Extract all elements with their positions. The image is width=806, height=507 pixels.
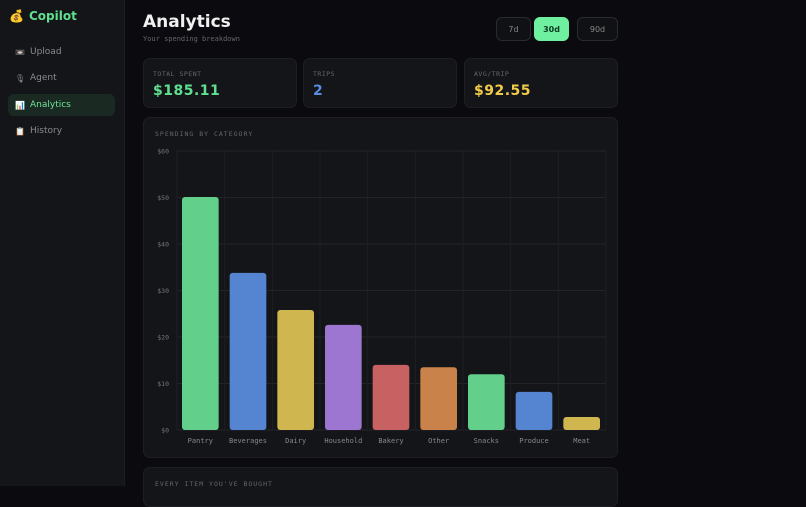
sidebar-item-agent[interactable]: 🎙 Agent: [8, 67, 115, 89]
x-tick-label: Bakery: [378, 437, 403, 445]
bar-meat: [563, 416, 600, 430]
sidebar-item-analytics[interactable]: 📊 Analytics: [8, 94, 115, 116]
x-tick-label: Dairy: [285, 437, 306, 445]
stat-value: $92.55: [474, 83, 532, 99]
microphone-icon: 🎙: [15, 73, 26, 83]
sidebar-item-label: History: [30, 126, 63, 136]
bar-household: [325, 324, 362, 430]
x-tick-label: Pantry: [188, 437, 213, 445]
bar-chart-icon: 📊: [15, 100, 25, 110]
items-card: EVERY ITEM YOU'VE BOUGHT: [143, 467, 618, 507]
bar-snacks: [468, 374, 505, 430]
items-section-title: EVERY ITEM YOU'VE BOUGHT: [155, 480, 273, 488]
sidebar-item-label: Upload: [30, 47, 62, 57]
sidebar-item-history[interactable]: 📋 History: [8, 120, 115, 142]
chart-title: SPENDING BY CATEGORY: [155, 130, 254, 138]
sidebar: 💰 Copilot 📼 Upload 🎙 Agent 📊 Analytics 📋 Hist…: [0, 0, 125, 486]
spending-bar-chart: $0 $10 $20 $30 $40 $50 $60 Pantry Beverages Dairy…: [157, 148, 607, 445]
x-tick-label: Meat: [573, 437, 590, 445]
x-tick-label: Household: [324, 437, 362, 445]
stat-value: $185.11: [153, 83, 221, 99]
app-logo[interactable]: 💰 Copilot: [9, 9, 77, 23]
y-tick-label: $50: [157, 194, 169, 202]
x-tick-label: Beverages: [229, 437, 267, 445]
stat-value: 2: [313, 83, 324, 99]
page-subtitle: Your spending breakdown: [143, 35, 240, 43]
video-cassette-icon: 📼: [15, 47, 25, 57]
bar-pantry: [182, 197, 219, 430]
bar-bakery: [372, 364, 410, 430]
y-tick-label: $60: [157, 148, 169, 156]
app-name: Copilot: [28, 9, 77, 23]
clipboard-icon: 📋: [15, 126, 25, 136]
range-90d-button[interactable]: 90d: [577, 17, 618, 41]
y-tick-label: $0: [161, 427, 169, 435]
y-tick-label: $40: [157, 241, 169, 249]
page-title: Analytics: [143, 12, 231, 32]
x-tick-label: Produce: [519, 437, 549, 445]
x-tick-label: Snacks: [474, 437, 499, 445]
stat-trips: TRIPS 2: [303, 58, 457, 108]
bar-produce: [515, 391, 553, 430]
bar-beverages: [229, 272, 267, 430]
sidebar-item-label: Analytics: [30, 100, 71, 110]
y-tick-label: $30: [157, 287, 169, 295]
bar-other: [420, 367, 457, 430]
range-7d-button[interactable]: 7d: [496, 17, 531, 41]
y-tick-label: $10: [157, 380, 169, 388]
spending-chart-card: SPENDING BY CATEGORY $0 $10 $20 $30 $40 $50 $6…: [143, 117, 618, 458]
x-tick-label: Other: [428, 437, 449, 445]
bar-dairy: [277, 310, 314, 430]
stat-total-spent: TOTAL SPENT $185.11: [143, 58, 297, 108]
stat-avg-trip: AVG/TRIP $92.55: [464, 58, 618, 108]
sidebar-item-upload[interactable]: 📼 Upload: [8, 41, 115, 63]
money-bag-icon: 💰: [9, 9, 24, 23]
stat-label: AVG/TRIP: [474, 70, 510, 78]
stat-label: TOTAL SPENT: [153, 70, 202, 78]
stat-label: TRIPS: [313, 70, 336, 78]
y-tick-label: $20: [157, 334, 169, 342]
sidebar-item-label: Agent: [30, 73, 57, 83]
range-30d-button[interactable]: 30d: [534, 17, 569, 41]
main-content: Analytics Your spending breakdown 7d 30d…: [126, 0, 806, 507]
